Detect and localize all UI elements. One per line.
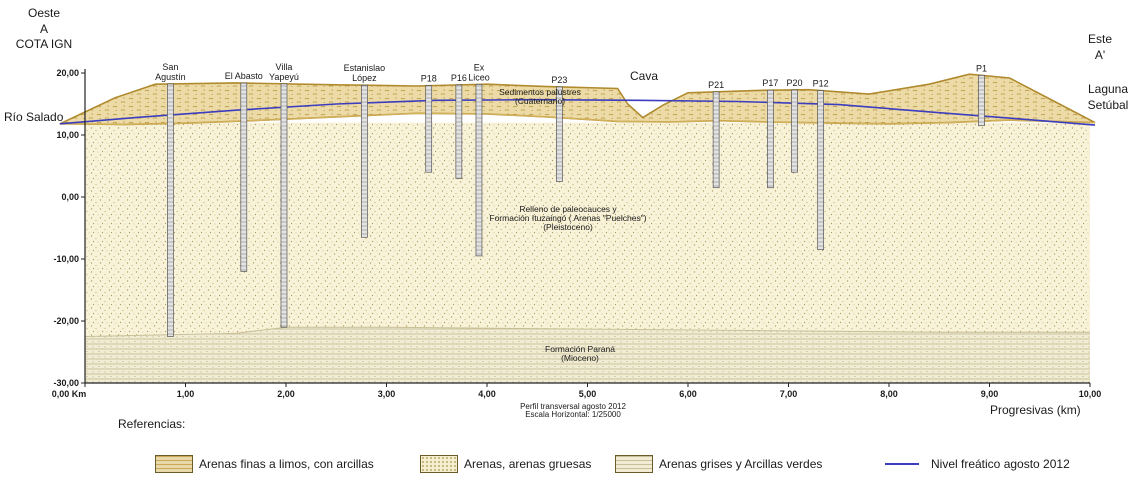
legend-label: Nivel freático agosto 2012 (931, 457, 1070, 471)
borehole-label: Estanislao (344, 63, 386, 73)
east-label-line: Este (1087, 32, 1113, 46)
upper-layer-line: (Cuaternario) (514, 95, 566, 106)
borehole-label: P23 (551, 75, 567, 85)
borehole (767, 89, 774, 189)
borehole (280, 83, 288, 328)
water-table-line (59, 98, 1096, 126)
borehole-label: P12 (813, 79, 829, 89)
grey-clay-swatch (615, 455, 653, 473)
west-label: Oeste A COTA IGN (16, 7, 72, 51)
lower-layer-label: Formación Paraná (Mioceno) (545, 345, 615, 363)
x-tick-label: 7,00 (780, 389, 798, 399)
profile-title: Perfil transversal agosto 2012 (520, 402, 626, 411)
lagoon-label: Laguna Setúbal (1088, 83, 1129, 111)
borehole-label: San (162, 62, 178, 72)
y-tick-label: -30,00 (53, 378, 79, 388)
lagoon-label-line: Setúbal (1087, 97, 1129, 112)
x-tick-label: 6,00 (679, 389, 697, 399)
borehole-label: P17 (762, 78, 778, 88)
river-label: Río Salado (4, 110, 64, 124)
borehole (425, 85, 433, 173)
borehole-label: Liceo (468, 72, 490, 82)
parana-top-line (84, 326, 1090, 337)
legend-item-fine-sand: Arenas finas a limos, con arcillas (155, 455, 374, 473)
x-tick-label: 3,00 (378, 389, 396, 399)
sand-swatch (420, 455, 458, 473)
middle-layer-line: (Pleistoceno) (543, 221, 593, 232)
borehole (978, 75, 985, 127)
borehole (712, 91, 720, 189)
legend-label: Arenas grises y Arcillas verdes (659, 457, 823, 471)
x-axis-label: Progresivas (km) (990, 403, 1081, 417)
east-label-line: A' (1094, 47, 1106, 62)
legend-label: Arenas, arenas gruesas (464, 457, 592, 471)
cava-label: Cava (630, 69, 659, 83)
borehole (817, 90, 825, 251)
middle-layer-line: Formación Ituzaingó ( Arenas "Puelches") (489, 212, 647, 223)
borehole-label: P21 (708, 80, 724, 90)
west-label-line: COTA IGN (15, 37, 73, 52)
scale-text: Escala Horizontal: 1/25000 (525, 410, 621, 420)
x-tick-label: 4,00 (478, 389, 496, 399)
y-tick-label: -20,00 (53, 316, 79, 326)
borehole-label: P16 (451, 73, 467, 83)
borehole-label: P1 (976, 63, 987, 73)
x-tick-label: 2,00 (277, 389, 295, 399)
upper-layer-line: Sedimentos palustres (499, 87, 581, 97)
y-tick-label: 10,00 (56, 130, 79, 140)
upper-layer-label: Sedimentos palustres (Cuaternario) (499, 88, 581, 106)
east-label: Este A' (1088, 33, 1112, 61)
y-tick-label: -10,00 (53, 254, 79, 264)
geologic-layers (59, 73, 1096, 383)
borehole-label: Agustín (155, 72, 186, 82)
legend-item-sand: Arenas, arenas gruesas (420, 455, 591, 473)
y-tick-label: 0,00 (61, 192, 79, 202)
x-tick-label: 1,00 (177, 389, 195, 399)
borehole-label: Villa (276, 62, 293, 72)
profile-caption: Perfil transversal agosto 2012 Escala Ho… (520, 402, 626, 420)
borehole (475, 84, 483, 257)
x-tick-label: 9,00 (981, 389, 999, 399)
y-tick-label: 20,00 (56, 68, 79, 78)
parana-layer (85, 327, 1090, 383)
lagoon-label-line: Laguna (1087, 82, 1129, 96)
x-tick-label: 10,00 (1079, 389, 1102, 399)
middle-layer-line: Relleno de paleocauces y (519, 204, 617, 214)
lower-layer-line: Formación Paraná (545, 344, 615, 354)
fine-sand-swatch (155, 455, 193, 473)
borehole (240, 82, 248, 272)
west-label-line: A (39, 21, 49, 36)
borehole (361, 84, 368, 238)
borehole-label: P18 (421, 74, 437, 84)
borehole (791, 89, 798, 173)
legend-item-water-table: Nivel freático agosto 2012 (885, 455, 1070, 473)
references-label: Referencias: (118, 417, 186, 431)
borehole (455, 84, 463, 179)
axes: 20,00 10,00 0,00 -10,00 -20,00 -30,000,00 Km 1… (52, 68, 1102, 399)
water-table-swatch (885, 463, 919, 465)
fine-sediment-base-line (59, 112, 1096, 126)
x-tick-label: 5,00 (579, 389, 597, 399)
borehole-label: Ex (474, 62, 485, 72)
legend-item-grey-clay: Arenas grises y Arcillas verdes (615, 455, 822, 473)
lower-layer-line: (Mioceno) (561, 352, 599, 363)
borehole-label: López (352, 73, 377, 83)
middle-layer-label: Relleno de paleocauces y Formación Ituza… (489, 205, 646, 232)
borehole (167, 83, 174, 337)
borehole-label: El Abasto (225, 71, 263, 81)
x-tick-label: 8,00 (880, 389, 898, 399)
legend-label: Arenas finas a limos, con arcillas (199, 457, 374, 471)
borehole (556, 86, 563, 182)
west-label-line: Oeste (27, 6, 61, 20)
borehole-label: P20 (787, 78, 803, 88)
borehole-label: Yapeyú (269, 72, 299, 82)
x-tick-label: 0,00 Km (52, 389, 87, 399)
